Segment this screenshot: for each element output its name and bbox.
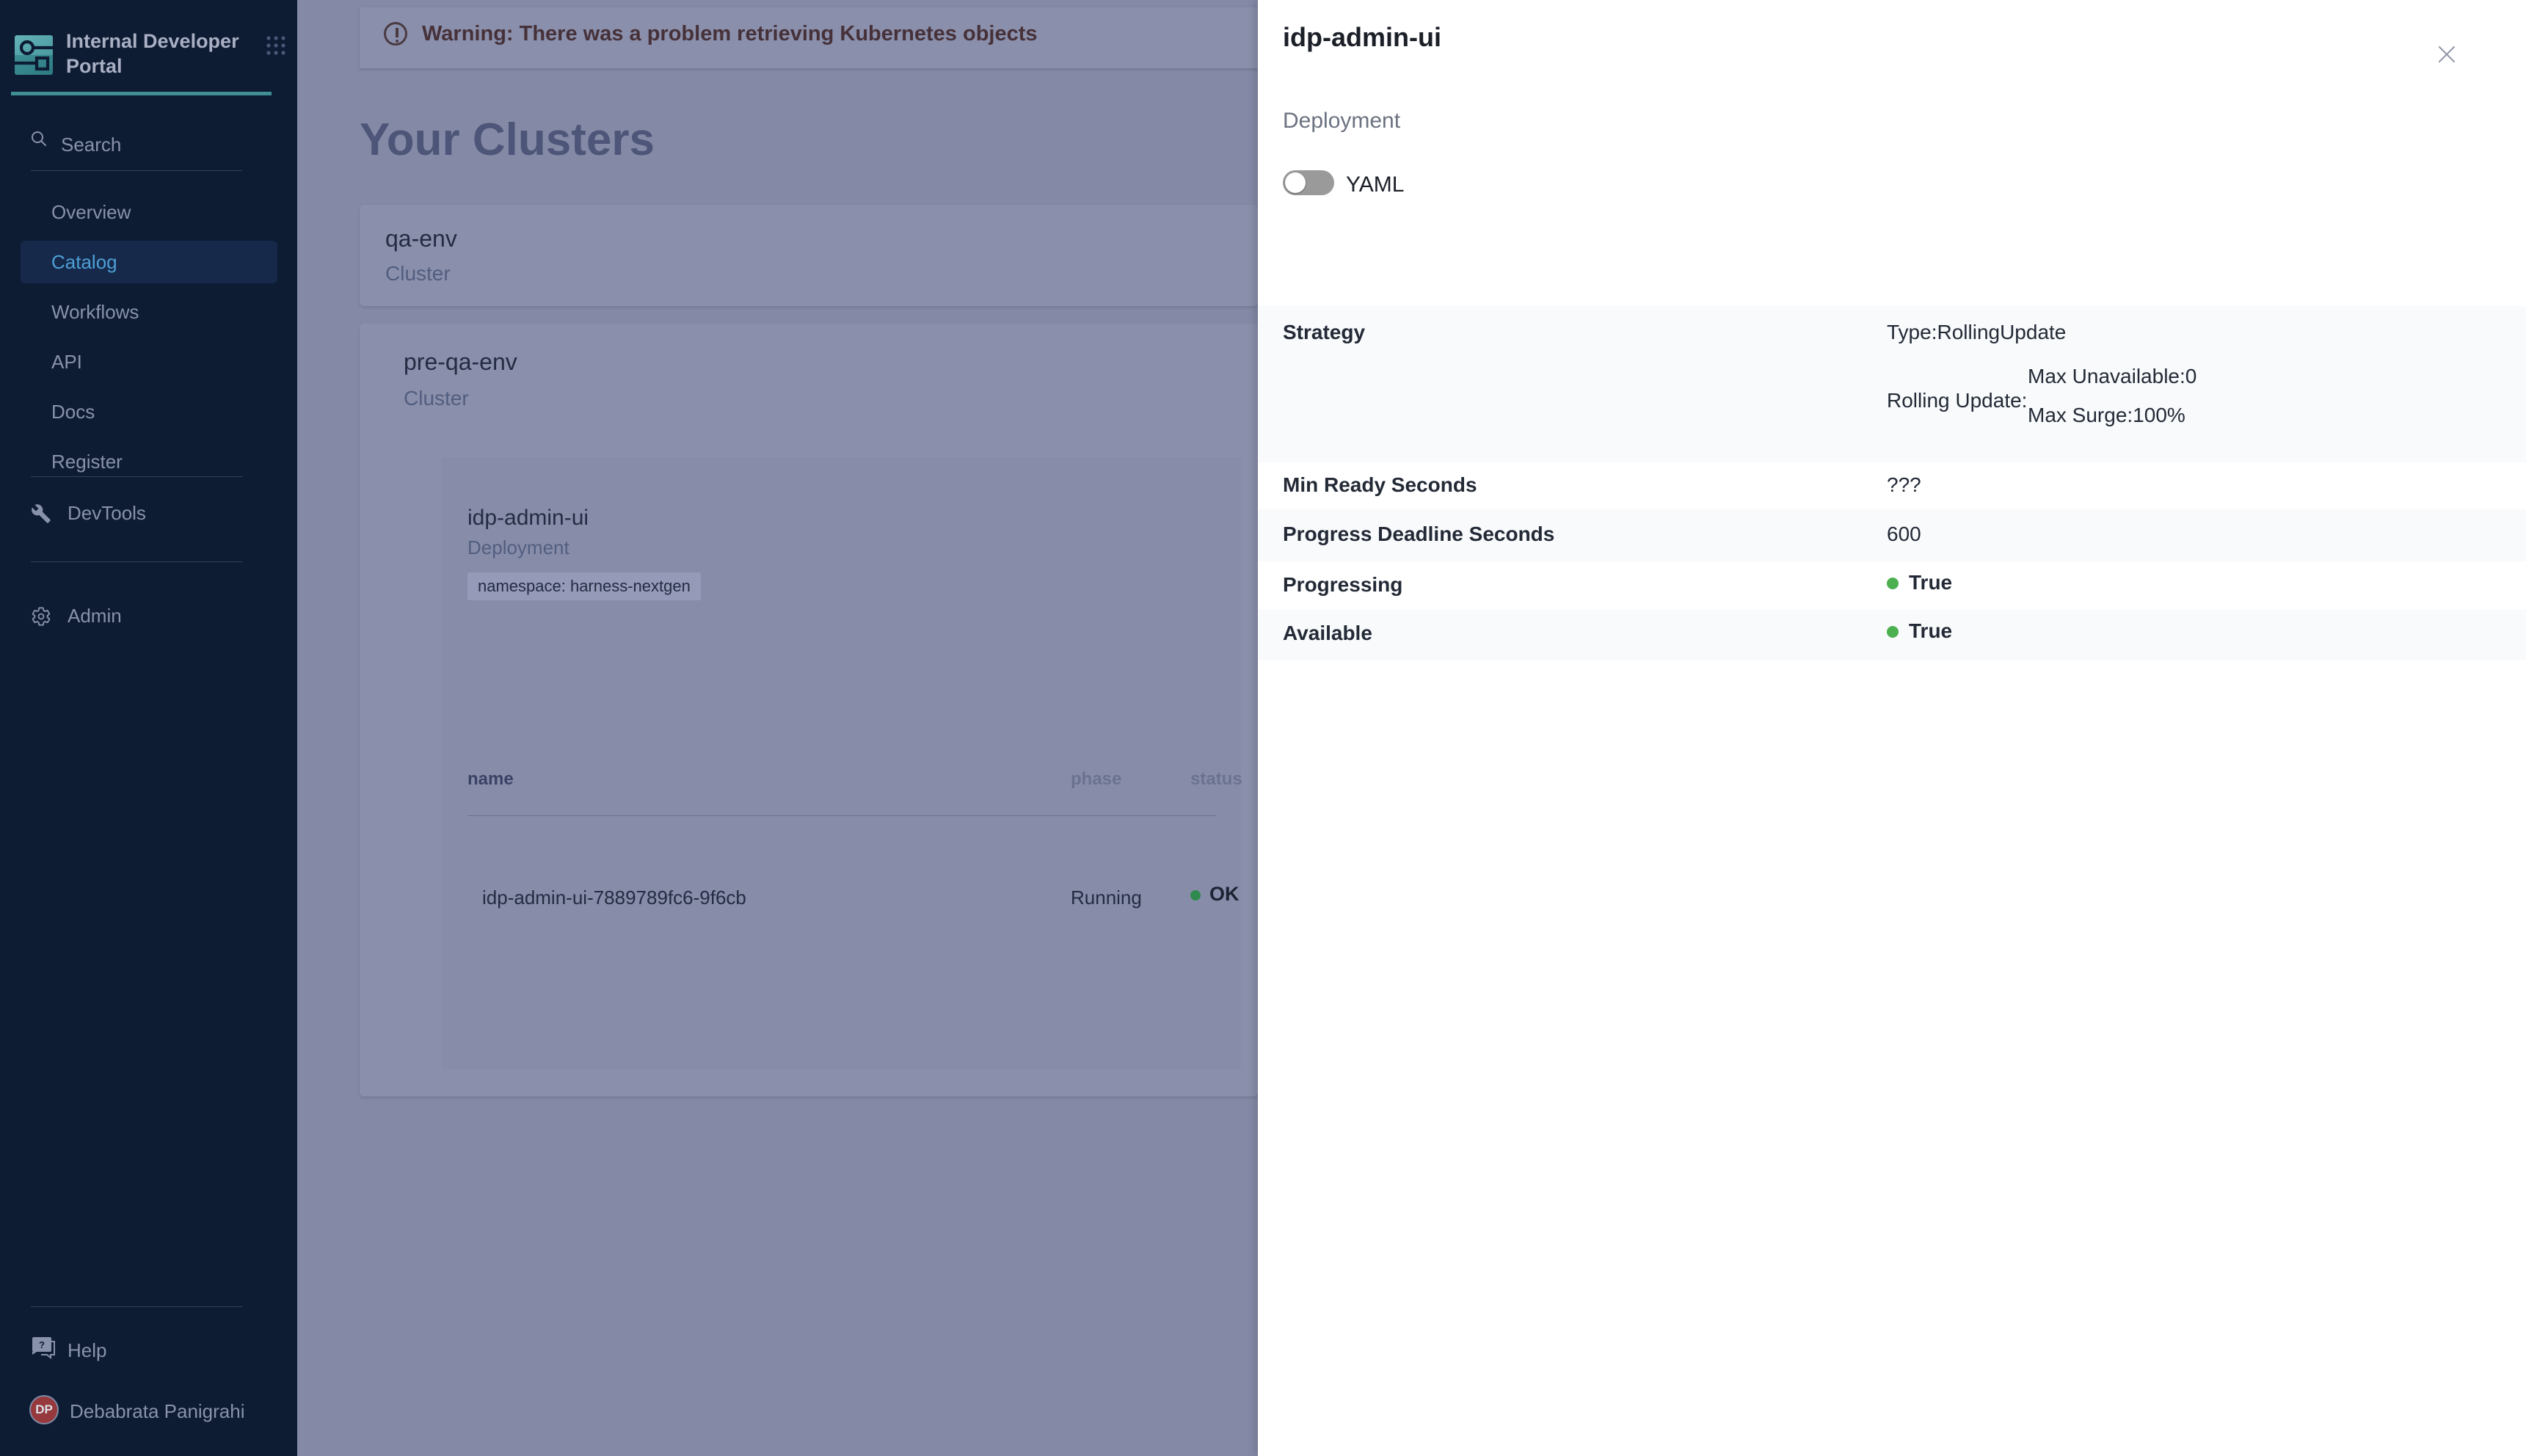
svg-text:?: ? (39, 1339, 45, 1350)
